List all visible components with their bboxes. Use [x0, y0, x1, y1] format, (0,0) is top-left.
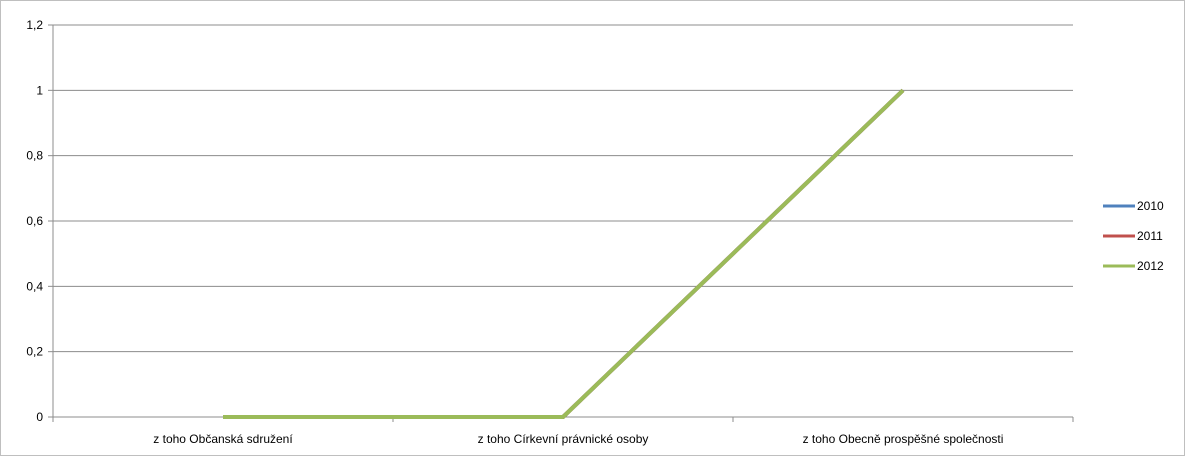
x-tick-label: z toho Obecně prospěšné společnosti [803, 432, 1004, 446]
y-tick-label: 0,8 [26, 149, 43, 163]
legend-label-2012: 2012 [1137, 259, 1164, 273]
y-tick-label: 1,2 [26, 18, 43, 32]
y-tick-label: 0,6 [26, 214, 43, 228]
series-line-2012 [223, 88, 905, 419]
x-tick-label: z toho Občanská sdružení [153, 432, 293, 446]
y-tick-label: 0,4 [26, 279, 43, 293]
gridlines [48, 24, 1074, 422]
legend-label-2010: 2010 [1137, 199, 1164, 213]
x-axis-tick-labels: z toho Občanská sdružení z toho Církevní … [153, 432, 1003, 446]
series-line-2010 [223, 88, 905, 419]
series-line-2011 [223, 88, 905, 419]
x-tick-label: z toho Církevní právnické osoby [478, 432, 649, 446]
y-tick-label: 1 [36, 83, 43, 97]
y-tick-label: 0 [36, 410, 43, 424]
legend-label-2011: 2011 [1137, 229, 1163, 243]
y-tick-label: 0,2 [26, 345, 43, 359]
legend: 2010 2011 2012 [1103, 199, 1164, 273]
y-axis-tick-labels: 0 0,2 0,4 0,6 0,8 1 1,2 [26, 18, 43, 424]
series-lines [223, 88, 905, 419]
